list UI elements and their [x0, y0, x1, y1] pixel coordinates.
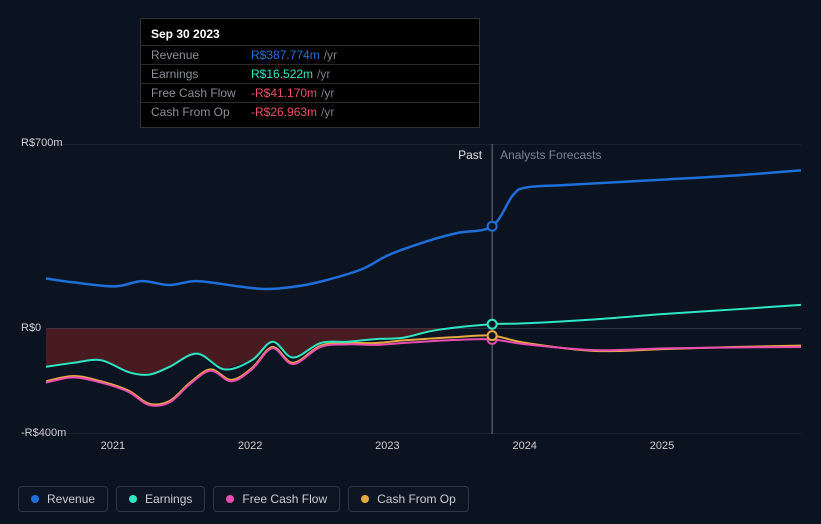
tooltip-unit: /yr	[321, 86, 334, 100]
marker-cash-from-op	[488, 331, 497, 340]
legend-dot-icon	[31, 495, 39, 503]
y-axis-label: R$0	[21, 322, 41, 334]
x-axis-label: 2024	[512, 440, 536, 452]
tooltip-value: -R$41.170m	[251, 86, 317, 100]
legend-item-free-cash-flow[interactable]: Free Cash Flow	[213, 486, 340, 512]
y-axis-label: R$700m	[21, 137, 63, 149]
x-axis-label: 2021	[101, 440, 125, 452]
legend-label: Free Cash Flow	[242, 492, 327, 506]
x-axis-label: 2025	[650, 440, 674, 452]
tooltip-key: Revenue	[151, 48, 251, 62]
tooltip-panel: Sep 30 2023 RevenueR$387.774m/yrEarnings…	[140, 18, 480, 128]
legend-label: Cash From Op	[377, 492, 456, 506]
tooltip-row: Cash From Op-R$26.963m/yr	[141, 102, 479, 121]
tooltip-row: EarningsR$16.522m/yr	[141, 64, 479, 83]
legend-label: Revenue	[47, 492, 95, 506]
series-revenue	[46, 170, 801, 289]
tooltip-row: RevenueR$387.774m/yr	[141, 45, 479, 64]
tooltip-key: Free Cash Flow	[151, 86, 251, 100]
tooltip-unit: /yr	[317, 67, 330, 81]
tooltip-unit: /yr	[321, 105, 334, 119]
tooltip-unit: /yr	[324, 48, 337, 62]
x-axis-label: 2023	[375, 440, 399, 452]
legend: Revenue Earnings Free Cash Flow Cash From O…	[18, 486, 469, 512]
tooltip-key: Cash From Op	[151, 105, 251, 119]
tooltip-key: Earnings	[151, 67, 251, 81]
legend-label: Earnings	[145, 492, 192, 506]
legend-item-cash-from-op[interactable]: Cash From Op	[348, 486, 469, 512]
chart-plot	[46, 144, 801, 434]
marker-revenue	[488, 222, 497, 231]
legend-dot-icon	[226, 495, 234, 503]
x-axis-label: 2022	[238, 440, 262, 452]
tooltip-date: Sep 30 2023	[141, 25, 479, 45]
marker-earnings	[488, 320, 497, 329]
legend-dot-icon	[361, 495, 369, 503]
tooltip-row: Free Cash Flow-R$41.170m/yr	[141, 83, 479, 102]
tooltip-value: -R$26.963m	[251, 105, 317, 119]
financial-chart[interactable]: Past Analysts Forecasts R$700mR$0-R$400m…	[16, 130, 805, 445]
legend-item-revenue[interactable]: Revenue	[18, 486, 108, 512]
tooltip-value: R$387.774m	[251, 48, 320, 62]
y-axis-label: -R$400m	[21, 427, 66, 439]
legend-item-earnings[interactable]: Earnings	[116, 486, 205, 512]
tooltip-value: R$16.522m	[251, 67, 313, 81]
legend-dot-icon	[129, 495, 137, 503]
